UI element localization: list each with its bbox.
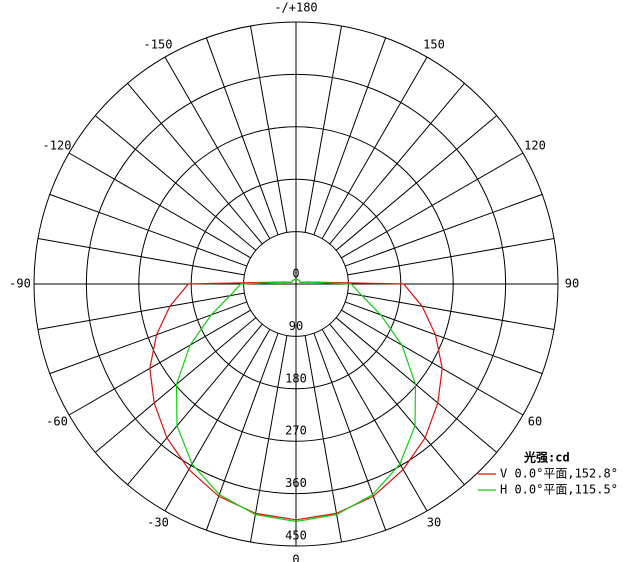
radial-grid-line [304,25,342,233]
radial-grid-line [313,333,387,531]
radial-grid-line [335,317,498,453]
radial-grid-line [321,329,428,512]
radial-grid-line [341,309,524,416]
radial-grid-line [37,238,245,276]
radial-grid-line [68,152,251,259]
radial-grid-line [329,323,465,486]
radial-grid-line [205,37,279,235]
radial-grid-line [250,25,288,233]
radial-grid-line [304,335,342,543]
theta-tick-label: 150 [423,37,445,51]
legend-title: 光强:cd [523,450,570,465]
theta-tick-label: -/+180 [274,1,317,15]
r-tick-label: 360 [285,476,307,490]
radial-grid-line [347,238,555,276]
theta-tick-label: -30 [147,516,169,530]
radial-grid-line [313,37,387,235]
theta-tick-label: 60 [528,415,542,429]
radial-grid-line [49,301,247,375]
r-tick-label: 180 [285,371,307,385]
radial-grid-line [94,317,257,453]
radial-grid-line [94,115,257,251]
radial-grid-line [345,301,543,375]
series-line [175,278,417,523]
theta-tick-label: 90 [565,277,579,291]
theta-tick-label: -90 [9,277,31,291]
theta-tick-label: -120 [43,139,72,153]
theta-tick-label: 30 [427,516,441,530]
radial-grid-line [205,333,279,531]
r-tick-label: 0 [292,267,299,281]
radial-grid-line [49,193,247,267]
radial-grid-line [347,292,555,330]
radial-grid-line [37,292,245,330]
legend-label: V 0.0°平面,152.8° [500,467,618,481]
r-tick-label: 90 [289,319,303,333]
radial-grid-line [164,329,271,512]
theta-tick-label: 120 [524,139,546,153]
theta-tick-label: -60 [46,415,68,429]
radial-grid-line [321,56,428,239]
radial-grid-line [329,82,465,245]
theta-tick-label: -150 [144,37,173,51]
radial-grid-line [127,323,263,486]
radial-grid-line [341,152,524,259]
radial-grid-line [164,56,271,239]
radial-grid-line [345,193,543,267]
radial-grid-line [250,335,288,543]
theta-tick-label: 0 [292,553,299,562]
radial-grid-line [68,309,251,416]
r-tick-label: 270 [285,424,307,438]
radial-grid-line [127,82,263,245]
legend-label: H 0.0°平面,115.5° [500,483,618,497]
r-tick-label: 450 [285,529,307,543]
radial-grid-line [335,115,498,251]
